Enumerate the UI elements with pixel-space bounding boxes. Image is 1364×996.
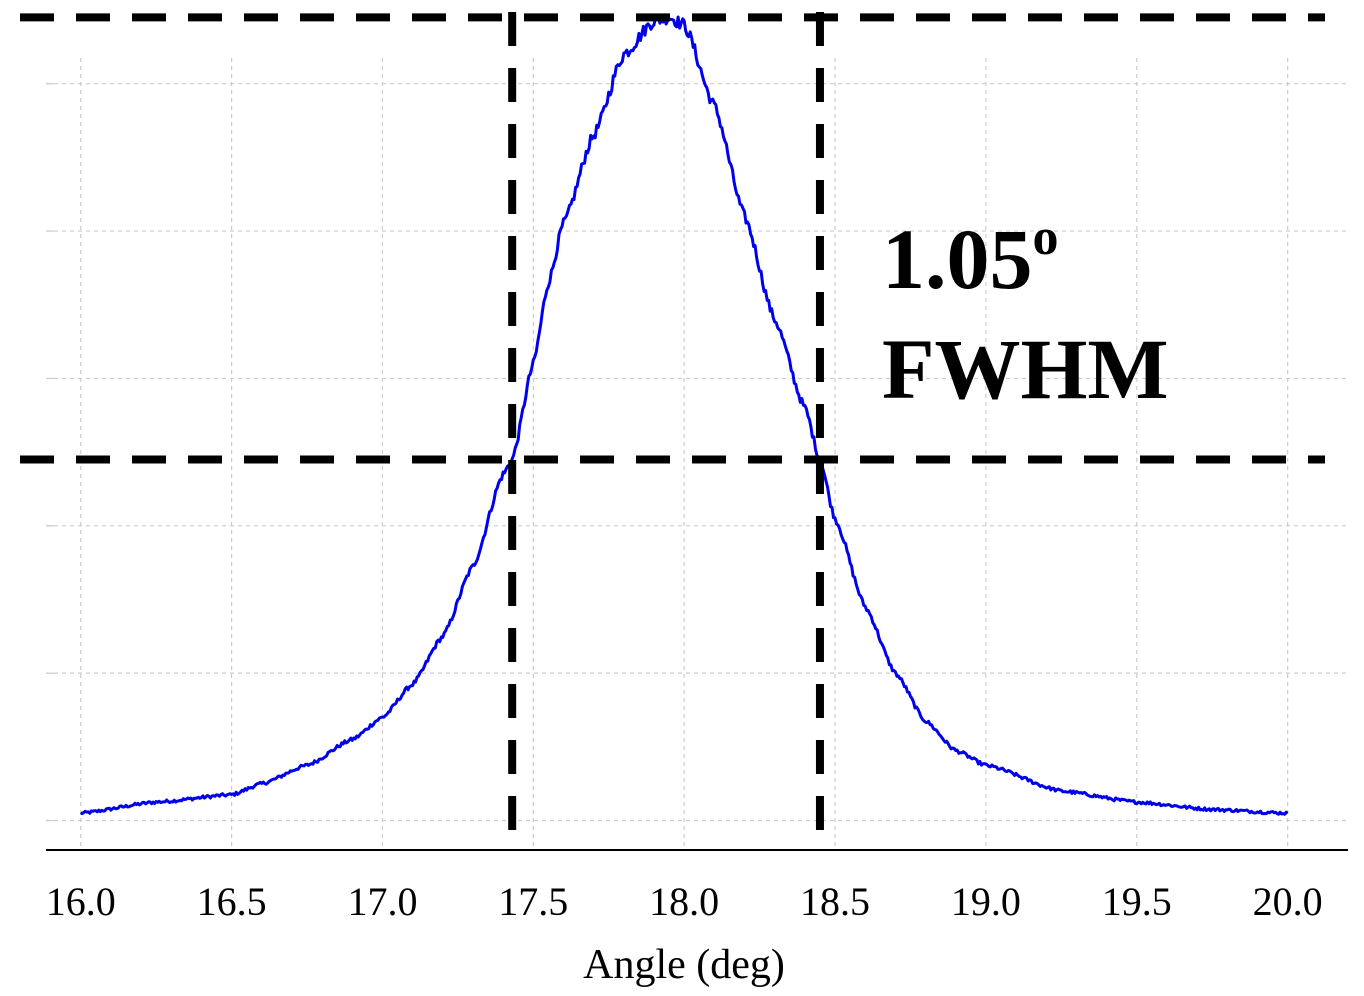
series-line-0 — [79, 13, 1289, 816]
fwhm-value: 1.05 — [882, 211, 1033, 307]
x-tick-label-5: 18.5 — [800, 879, 870, 924]
fwhm-value-annotation: 1.05o — [882, 209, 1059, 307]
x-tick-label-7: 19.5 — [1102, 879, 1172, 924]
series-layer — [79, 13, 1289, 816]
x-axis-label: Angle (deg) — [583, 942, 785, 988]
fwhm-label-annotation: FWHM — [882, 321, 1169, 417]
x-tick-label-3: 17.5 — [498, 879, 568, 924]
x-tick-label-2: 17.0 — [347, 879, 417, 924]
x-tick-label-4: 18.0 — [649, 879, 719, 924]
x-tick-labels: 16.0 16.5 17.0 17.5 18.0 18.5 19.0 19.5 20.0 — [46, 879, 1323, 924]
reference-lines — [20, 12, 1325, 842]
x-tick-label-6: 19.0 — [951, 879, 1021, 924]
grid — [46, 58, 1348, 850]
x-tick-label-8: 20.0 — [1253, 879, 1323, 924]
x-axis — [46, 83, 1348, 851]
x-tick-label-0: 16.0 — [46, 879, 116, 924]
x-tick-label-1: 16.5 — [197, 879, 267, 924]
degree-symbol: o — [1033, 209, 1059, 266]
